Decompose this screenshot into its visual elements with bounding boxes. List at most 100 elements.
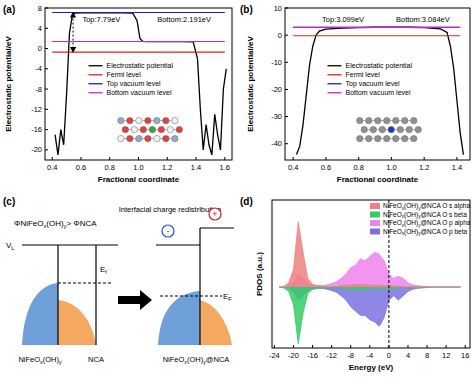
text-run: 10 [274,4,282,13]
plot-frame [272,200,470,348]
text-run: Bottom:2.191eV [157,15,211,24]
band-right [200,300,232,345]
atom [145,117,151,123]
text-run: (OH) [404,219,418,227]
x-tick [465,345,466,348]
text-run: 0 [278,31,282,40]
text-run: Top:7.79eV [82,15,120,24]
atom [388,126,394,132]
x-tick [388,345,389,348]
band-right [58,300,96,345]
atom [140,126,146,132]
atom [145,135,151,141]
atom [406,126,412,132]
text-run: -4 [35,64,42,73]
x-tick [407,345,408,348]
y-tick [45,48,48,49]
series-line [293,27,460,28]
x-tick-label: -24 [269,351,280,360]
text-run: 0.4 [288,163,298,172]
text-run: -16 [307,351,318,360]
y-tick [285,8,288,9]
y-tick [45,129,48,130]
text-run: 8 [38,4,42,13]
atom [366,135,372,141]
interface [95,245,96,345]
text-run: (OH) [404,211,418,219]
text-run: -20 [31,145,42,154]
panel-label: (d) [240,196,253,207]
text-run: Energy (eV) [349,363,394,372]
series-line [55,13,226,155]
x-tick [350,345,351,348]
text-run: -20 [288,351,299,360]
charge-marker [162,225,174,237]
text-run: (OH) [404,202,418,210]
text-run: @NCA O s beta [420,211,467,218]
atom [127,117,133,123]
y-tick-label: -12 [31,105,42,114]
atom [131,126,137,132]
legend-swatch [89,74,103,75]
text-run: Bottom:3.084eV [396,15,450,24]
vacuum-level [200,227,234,228]
y-tick-label: -4 [35,64,42,73]
atom [172,117,178,123]
text-run: Fractional coordinate [337,175,419,184]
legend-swatch [328,92,342,93]
x-tick-label: 1.4 [191,163,201,172]
interface [199,228,200,345]
text-run: Fermi level [346,71,381,78]
x-tick-label: 1.0 [386,163,396,172]
atom [375,117,381,123]
y-tick-label: -10 [271,58,282,67]
x-tick-label: 0.8 [353,163,363,172]
text-run: -40 [271,139,282,148]
text-run: NiFeO [383,202,402,209]
x-tick-label: 0.4 [288,163,298,172]
text-run: -12 [31,105,42,114]
text-run: 0 [387,351,391,360]
y-tick-label: -16 [31,125,42,134]
x-tick-label: 0.6 [321,163,331,172]
x-tick [312,345,313,348]
atom [136,117,142,123]
legend-swatch [328,83,342,84]
x-tick [167,157,168,160]
text-run: Electrostatic potential/eV [4,36,13,132]
legend-swatch [328,74,342,75]
text-run: @NCA O s alpha [420,202,470,210]
text-run: NCA [88,355,104,364]
legend-swatch [89,83,103,84]
x-tick-label: 12 [442,351,450,360]
x-tick [274,345,275,348]
legend-swatch [370,203,380,209]
text-run: -8 [35,85,42,94]
y-tick-label: 10 [274,4,282,13]
vacuum-level [156,244,200,245]
text-run: 1.0 [133,163,143,172]
series-line [293,27,460,28]
x-tick-label: -20 [288,351,299,360]
x-axis-label: Fractional coordinate [98,175,180,184]
legend-label: NiFeOx(OH)y@NCA O p alpha [383,219,471,228]
atom [411,135,417,141]
y-axis-label: PDOS (a.u.) [255,252,264,296]
atom [167,126,173,132]
x-tick [293,345,294,348]
text-run: Electrostatic potential [107,62,174,70]
material-label: NiFeOx(OH)y@NCA [163,355,230,365]
x-tick [427,345,428,348]
legend-swatch [89,65,103,66]
legend-label: Electrostatic potential [346,62,413,70]
panel-label: (c) [3,196,15,207]
band-left [158,291,200,345]
text-run: 16 [461,351,469,360]
legend-label: NiFeOx(OH)y@NCA O s alpha [383,202,470,211]
subscript: L [11,245,14,251]
relation: ΦNiFeOx(OH)y> ΦNCA [14,219,97,229]
atom [384,135,390,141]
text-run: Bottom vacuum level [346,89,411,96]
y-tick [45,8,48,9]
x-tick [138,157,139,160]
